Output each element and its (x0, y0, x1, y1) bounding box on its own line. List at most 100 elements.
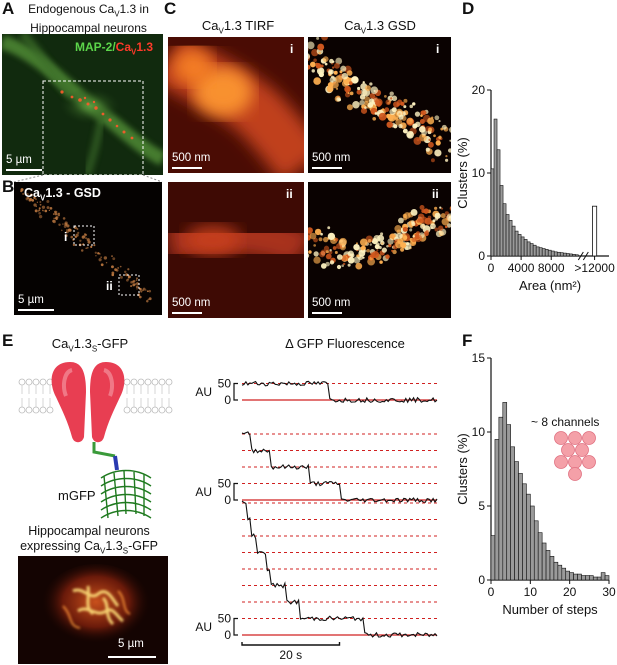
panel-c-gsd-i: i 500 nm (308, 37, 451, 173)
panel-letter-b: B (2, 177, 15, 196)
channel-icon (561, 443, 575, 457)
histogram-bar (517, 234, 522, 257)
gsd-image (14, 182, 162, 315)
histogram-bar (592, 576, 598, 581)
panel-letter-e: E (2, 331, 14, 350)
y-tick-label: 20 (472, 83, 486, 97)
axis-break (577, 251, 589, 261)
channel-schematic (18, 362, 173, 471)
gsd-i-scalebar (312, 167, 342, 169)
map2-label: MAP-2/ (75, 40, 116, 54)
e-title-sub2: S (91, 344, 98, 354)
histogram-bar (494, 439, 500, 581)
panel-b-micrograph: CaV1.3 - GSD i ii 5 µm (14, 182, 162, 315)
step-traces: 50 0 AU 50 0 AU 50 0 AU 20 s (195, 377, 438, 662)
time-scalebar-label: 20 s (279, 648, 302, 662)
cav-label-sub: V (131, 47, 137, 57)
e-title-sub: V (68, 344, 74, 354)
tirf-i-roman: i (290, 42, 294, 56)
histogram-bar (545, 550, 551, 581)
histogram-bar (561, 567, 567, 581)
histogram-bar (568, 253, 573, 257)
x-tick-label: >12000 (574, 261, 615, 275)
histogram-bar (557, 564, 563, 581)
panel-b-label-post: 1.3 - GSD (45, 186, 101, 200)
panel-a-title-text2: 1.3 in (119, 2, 149, 16)
x-tick-label: 20 (563, 585, 577, 599)
au-tick-50: 50 (218, 377, 232, 391)
panel-e-neurons-title: Hippocampal neurons expressing CaV1.3S-G… (8, 524, 170, 559)
annotation-channels: ~ 8 channels (531, 415, 599, 429)
histogram-bar (589, 575, 594, 581)
gsd-i-image (308, 37, 451, 173)
neurons-post: -GFP (128, 539, 158, 553)
histogram-bar (553, 561, 559, 581)
x-tick-label: 10 (524, 585, 538, 599)
histogram-bar (571, 254, 576, 257)
histogram-bar (508, 220, 513, 257)
histogram-bar (514, 230, 519, 257)
histogram-bar (565, 253, 570, 257)
panel-f-histogram: 0 5 10 15 Clusters (%) Number of steps 0 10 20 30… (455, 351, 616, 617)
neurons-sub: V (99, 546, 106, 556)
histogram-bar (600, 572, 606, 581)
au-tick-0: 0 (224, 628, 231, 642)
panel-b-scalebar (18, 309, 54, 311)
histogram-bar (502, 402, 508, 581)
panel-c-col2-title: CaV1.3 GSD (310, 18, 450, 36)
au-label: AU (195, 385, 212, 399)
histogram-bar (499, 185, 504, 257)
histogram-bar (532, 244, 537, 257)
c2-post: 1.3 GSD (366, 18, 416, 33)
panel-b-label-sub: V (39, 193, 46, 203)
panel-letter-f: F (462, 331, 473, 350)
au-tick-50: 50 (218, 612, 232, 626)
panel-c-tirf-ii: ii 500 nm (168, 182, 304, 318)
panel-a-scalebar-label: 5 µm (6, 154, 32, 166)
x-tick-label: 30 (602, 585, 616, 599)
histogram-bar (511, 225, 516, 257)
histogram-bar (547, 249, 552, 257)
fluorescence-trace (241, 431, 438, 504)
panel-b-label-text: Ca (24, 186, 40, 200)
histogram-bar (585, 575, 590, 581)
c2-pre: Ca (344, 18, 361, 33)
au-bracket (233, 617, 238, 636)
e-title-pre: Ca (51, 336, 69, 351)
x-tick-label: 8000 (538, 261, 565, 275)
gfp-image (18, 556, 168, 664)
x-tick-label: 0 (488, 261, 495, 275)
x-axis-title: Number of steps (502, 602, 598, 617)
panel-letter-d: D (462, 0, 475, 18)
histogram-bar (496, 149, 501, 257)
histogram-bar (549, 556, 555, 581)
histogram-bar (523, 239, 528, 257)
histogram-bar (498, 416, 504, 581)
panel-e-title: CaV1.3S-GFP (20, 336, 160, 354)
histogram-bar (490, 168, 495, 257)
histogram-bar (510, 446, 515, 581)
panel-b-scalebar-label: 5 µm (18, 294, 44, 306)
gsd-ii-scalebar-label: 500 nm (312, 297, 351, 309)
channel-icon (554, 431, 568, 445)
channel-icon (582, 455, 596, 469)
tirf-i-scalebar-label: 500 nm (172, 152, 211, 164)
histogram-bar (522, 483, 527, 581)
channel-icon (568, 431, 582, 445)
histogram-bar (553, 251, 558, 257)
membrane-icon (18, 378, 173, 414)
gfp-barrel-icon (100, 469, 152, 519)
tirf-ii-scalebar (172, 312, 202, 314)
y-axis-title: Clusters (%) (455, 137, 470, 209)
histogram-bar (526, 493, 531, 581)
e-title-post: -GFP (97, 336, 129, 351)
au-label: AU (195, 620, 212, 634)
neuron-image (2, 34, 163, 175)
c1-pre: Ca (201, 18, 219, 33)
histogram-bar (520, 236, 525, 257)
histogram-bar (502, 203, 507, 257)
neurons-line1: Hippocampal neurons (28, 524, 150, 538)
channel-icon (575, 443, 589, 457)
gsd-i-scalebar-label: 500 nm (312, 152, 351, 164)
tirf-i-image (168, 37, 304, 173)
